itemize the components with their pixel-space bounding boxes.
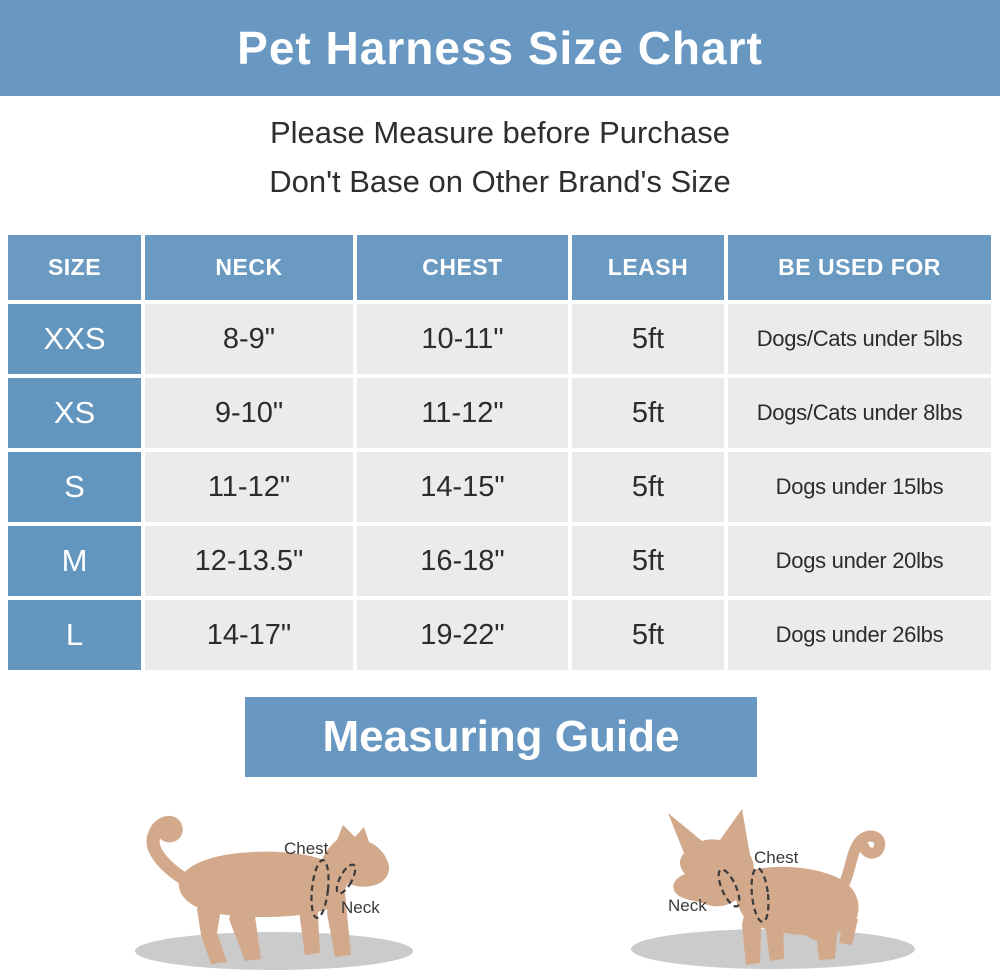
table-row-s-used: Dogs under 15lbs [728,452,991,522]
subtitle: Please Measure before Purchase Don't Bas… [0,108,1000,206]
table-row-m-neck: 12-13.5" [145,526,353,596]
cat-chest-label: Chest [284,839,329,858]
table-row-xs-used: Dogs/Cats under 8lbs [728,378,991,448]
page-title: Pet Harness Size Chart [237,22,763,74]
column-header-neck: NECK [145,235,353,300]
table-row-m-size: M [8,526,141,596]
cat-illustration [115,793,425,973]
dog-neck-measure-ellipse [717,868,741,908]
cat-neck-label: Neck [341,898,380,917]
subtitle-line-2: Don't Base on Other Brand's Size [269,164,731,199]
cat-chest-measure-ellipse [310,859,330,919]
table-row-l-used: Dogs under 26lbs [728,600,991,670]
column-header-used-for: BE USED FOR [728,235,991,300]
subtitle-line-1: Please Measure before Purchase [269,115,731,150]
cat-rear-leg-2 [197,893,227,964]
table-row-l-chest: 19-22" [357,600,568,670]
dog-rear-leg-2 [839,915,858,945]
cat-rear-leg [229,901,261,961]
table-row-s-leash: 5ft [572,452,724,522]
dog-rear-leg [802,912,838,960]
cat-front-leg [327,893,351,957]
dog-front-leg [742,905,762,965]
table-row-xs-leash: 5ft [572,378,724,448]
table-row-l-size: L [8,600,141,670]
cat-front-leg-2 [299,897,320,955]
dog-neck-label: Neck [668,896,707,915]
table-row-m-chest: 16-18" [357,526,568,596]
table-row-xs-chest: 11-12" [357,378,568,448]
table-row-l-leash: 5ft [572,600,724,670]
table-row-m-leash: 5ft [572,526,724,596]
table-row-s-chest: 14-15" [357,452,568,522]
column-header-chest: CHEST [357,235,568,300]
cat-neck-measure-ellipse [335,863,357,895]
title-band: Pet Harness Size Chart [0,0,1000,96]
table-row-xxs-chest: 10-11" [357,304,568,374]
measuring-guide-banner: Measuring Guide [245,697,757,777]
column-header-leash: LEASH [572,235,724,300]
table-row-s-size: S [8,452,141,522]
column-header-size: SIZE [8,235,141,300]
table-row-xxs-leash: 5ft [572,304,724,374]
dog-head [668,809,754,907]
table-row-xs-size: XS [8,378,141,448]
cat-silhouette-svg [135,815,413,970]
table-row-m-used: Dogs under 20lbs [728,526,991,596]
table-row-xxs-size: XXS [8,304,141,374]
cat-shadow [135,932,413,970]
dog-tail [834,830,886,897]
table-row-s-neck: 11-12" [145,452,353,522]
table-row-xs-neck: 9-10" [145,378,353,448]
table-row-l-neck: 14-17" [145,600,353,670]
table-row-xxs-neck: 8-9" [145,304,353,374]
cat-tail [146,815,194,888]
dog-illustration [598,793,933,973]
dog-chest-label: Chest [754,848,799,867]
table-row-xxs-used: Dogs/Cats under 5lbs [728,304,991,374]
measuring-guide-title: Measuring Guide [322,712,680,761]
dog-silhouette-svg [631,809,915,969]
size-table: SIZE NECK CHEST LEASH BE USED FOR XXS 8-… [8,235,991,670]
dog-front-leg-2 [765,907,784,961]
